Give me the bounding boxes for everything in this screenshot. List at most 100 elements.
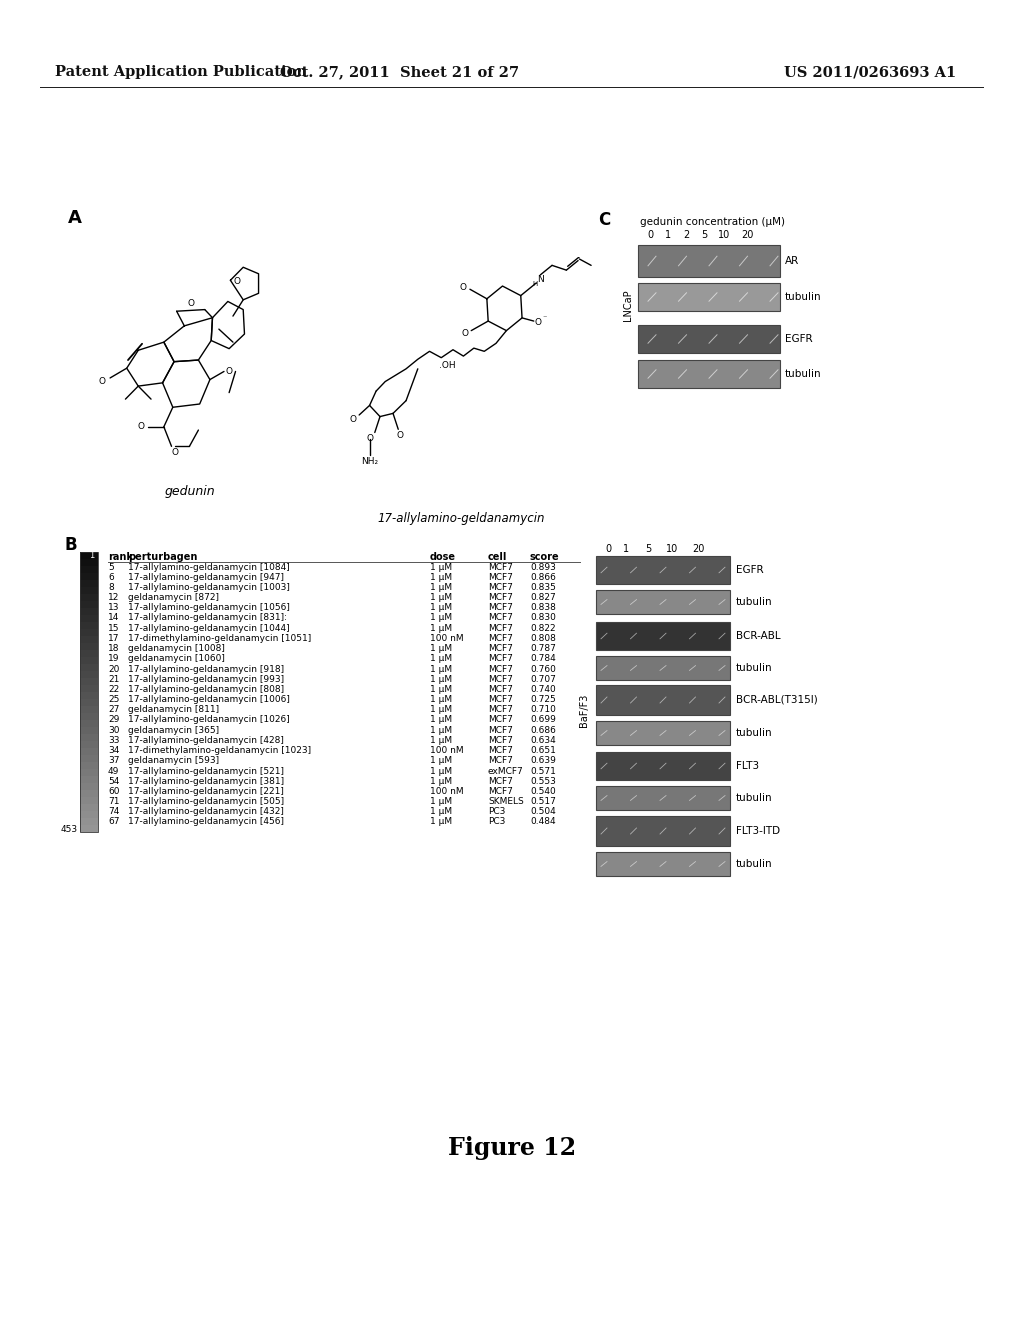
Text: 17-allylamino-geldanamycin [1006]: 17-allylamino-geldanamycin [1006] (128, 696, 290, 704)
Text: C: C (598, 211, 610, 228)
Text: rank: rank (108, 552, 133, 562)
Text: A: A (68, 209, 82, 227)
Text: PC3: PC3 (488, 808, 506, 816)
Bar (40, 87, 984, 88)
Text: 0.553: 0.553 (530, 776, 556, 785)
Text: 0.827: 0.827 (530, 593, 556, 602)
Text: 20: 20 (108, 664, 120, 673)
Text: MCF7: MCF7 (488, 726, 513, 735)
Text: 1 μM: 1 μM (430, 696, 453, 704)
Text: 10: 10 (666, 544, 678, 554)
Text: gedunin: gedunin (164, 486, 215, 499)
Text: MCF7: MCF7 (488, 573, 513, 582)
Text: 74: 74 (108, 808, 120, 816)
Text: O: O (535, 318, 542, 327)
Text: O: O (137, 422, 144, 432)
Text: perturbagen: perturbagen (128, 552, 198, 562)
Text: MCF7: MCF7 (488, 634, 513, 643)
Text: MCF7: MCF7 (488, 624, 513, 632)
Text: 17-allylamino-geldanamycin [456]: 17-allylamino-geldanamycin [456] (128, 817, 284, 826)
Text: MCF7: MCF7 (488, 664, 513, 673)
Text: 17-dimethylamino-geldanamycin [1051]: 17-dimethylamino-geldanamycin [1051] (128, 634, 311, 643)
Text: AR: AR (785, 256, 800, 267)
Text: 0.835: 0.835 (530, 583, 556, 591)
Text: 1 μM: 1 μM (430, 614, 453, 623)
Text: H: H (532, 281, 538, 288)
Bar (80, 770, 98, 776)
Text: 21: 21 (108, 675, 120, 684)
Bar (596, 656, 730, 680)
Text: 17-allylamino-geldanamycin [521]: 17-allylamino-geldanamycin [521] (128, 767, 284, 776)
Text: 17-dimethylamino-geldanamycin [1023]: 17-dimethylamino-geldanamycin [1023] (128, 746, 311, 755)
Text: cell: cell (488, 552, 507, 562)
Text: LNCaP: LNCaP (623, 289, 633, 321)
Text: 1 μM: 1 μM (430, 767, 453, 776)
Text: 17-allylamino-geldanamycin [432]: 17-allylamino-geldanamycin [432] (128, 808, 284, 816)
Text: O: O (460, 284, 467, 292)
Text: ⁻: ⁻ (542, 313, 547, 322)
Text: 67: 67 (108, 817, 120, 826)
Text: 17-allylamino-geldanamycin [1084]: 17-allylamino-geldanamycin [1084] (128, 562, 290, 572)
Text: 1 μM: 1 μM (430, 756, 453, 766)
Text: O: O (461, 329, 468, 338)
Text: SKMELS: SKMELS (488, 797, 523, 807)
Bar (80, 776, 98, 783)
Bar (80, 622, 98, 630)
Text: 13: 13 (108, 603, 120, 612)
Bar (596, 752, 730, 780)
Text: tubulin: tubulin (736, 597, 773, 607)
Text: 1 μM: 1 μM (430, 562, 453, 572)
Text: 1 μM: 1 μM (430, 808, 453, 816)
Text: tubulin: tubulin (736, 729, 773, 738)
Text: 17: 17 (108, 634, 120, 643)
Text: 0: 0 (605, 544, 611, 554)
Text: NH₂: NH₂ (361, 457, 378, 466)
Bar (80, 678, 98, 685)
Text: 1 μM: 1 μM (430, 583, 453, 591)
Text: 1 μM: 1 μM (430, 715, 453, 725)
Text: tubulin: tubulin (785, 370, 821, 379)
Text: MCF7: MCF7 (488, 675, 513, 684)
Text: tubulin: tubulin (736, 663, 773, 673)
Bar (80, 706, 98, 713)
Text: 1 μM: 1 μM (430, 593, 453, 602)
Bar (638, 325, 780, 352)
Text: 0.784: 0.784 (530, 655, 556, 663)
Text: 27: 27 (108, 705, 120, 714)
Bar (80, 601, 98, 609)
Text: MCF7: MCF7 (488, 696, 513, 704)
Bar (80, 789, 98, 797)
Text: 37: 37 (108, 756, 120, 766)
Bar (80, 664, 98, 671)
Text: O: O (187, 298, 195, 308)
Text: 20: 20 (692, 544, 705, 554)
Bar (596, 721, 730, 744)
Text: 17-allylamino-geldanamycin [993]: 17-allylamino-geldanamycin [993] (128, 675, 284, 684)
Text: 0.651: 0.651 (530, 746, 556, 755)
Bar (638, 246, 780, 277)
Bar (80, 783, 98, 789)
Text: .OH: .OH (439, 362, 456, 370)
Bar (80, 579, 98, 587)
Bar (80, 615, 98, 622)
Text: MCF7: MCF7 (488, 593, 513, 602)
Text: geldanamycin [365]: geldanamycin [365] (128, 726, 219, 735)
Text: US 2011/0263693 A1: US 2011/0263693 A1 (784, 65, 956, 79)
Bar (80, 594, 98, 601)
Text: 8: 8 (108, 583, 114, 591)
Text: 1 μM: 1 μM (430, 644, 453, 653)
Bar (80, 755, 98, 762)
Bar (80, 566, 98, 573)
Text: 5: 5 (700, 230, 708, 240)
Text: 0.838: 0.838 (530, 603, 556, 612)
Text: 0.893: 0.893 (530, 562, 556, 572)
Text: 1 μM: 1 μM (430, 685, 453, 694)
Text: 1 μM: 1 μM (430, 603, 453, 612)
Text: 25: 25 (108, 696, 120, 704)
Bar (80, 810, 98, 818)
Text: tubulin: tubulin (736, 793, 773, 803)
Text: 0.699: 0.699 (530, 715, 556, 725)
Text: 0.540: 0.540 (530, 787, 556, 796)
Bar (80, 748, 98, 755)
Text: 0.787: 0.787 (530, 644, 556, 653)
